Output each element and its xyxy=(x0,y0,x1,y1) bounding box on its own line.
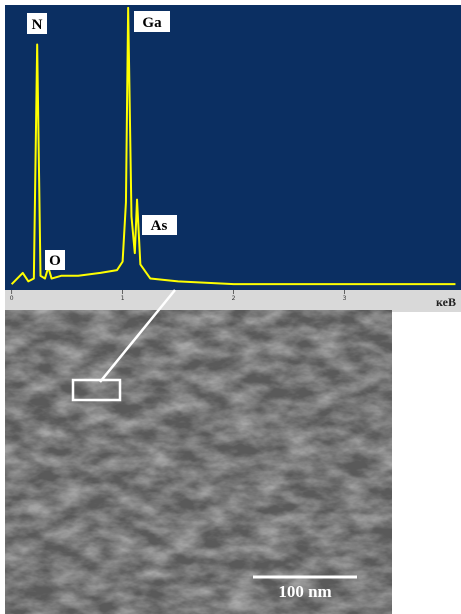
x-tick-label: 0 xyxy=(10,295,14,302)
scale-bar-label: 100 nm xyxy=(278,582,331,601)
x-axis-label: кеВ xyxy=(436,295,456,309)
x-tick-label: 1 xyxy=(121,295,125,302)
page: 100 nm кеВ 0123 N O Ga As (() => { const… xyxy=(0,0,461,614)
annotation: N xyxy=(32,17,43,33)
figure: 100 nm кеВ 0 1 2 3 N O Ga As xyxy=(0,0,461,614)
spectrum-background xyxy=(5,5,461,290)
annotation: O xyxy=(49,253,61,269)
sem-texture xyxy=(5,310,392,614)
annotation: As xyxy=(151,218,168,234)
x-tick-label: 2 xyxy=(232,295,236,302)
annotation: Ga xyxy=(142,15,162,31)
x-tick-label: 3 xyxy=(343,295,347,302)
